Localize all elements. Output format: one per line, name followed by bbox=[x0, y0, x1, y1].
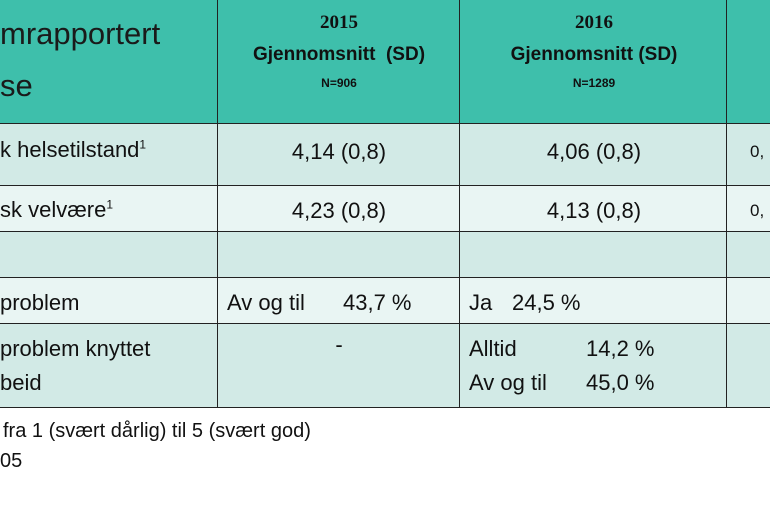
header-cell bbox=[0, 0, 219, 125]
cell-value: 4,06 (0,8) bbox=[546, 139, 642, 164]
table-cell bbox=[217, 123, 461, 187]
table-cell bbox=[0, 323, 219, 408]
header-text: se bbox=[0, 68, 33, 103]
footnote-mark: 1 bbox=[139, 137, 147, 152]
table-cell bbox=[217, 277, 461, 325]
column-label: Gjennomsnitt (SD) bbox=[252, 44, 426, 65]
table-cell bbox=[217, 323, 461, 408]
cell-text: Av og til bbox=[227, 290, 305, 315]
table-cell bbox=[726, 323, 770, 408]
table-cell bbox=[0, 277, 219, 325]
footnote: 05 bbox=[0, 450, 23, 472]
cell-value: 4,23 (0,8) bbox=[291, 198, 387, 223]
cell-value: 14,2 % bbox=[586, 336, 655, 361]
table-cell bbox=[0, 185, 219, 233]
cell-value: 4,13 (0,8) bbox=[546, 198, 642, 223]
cell-value: 4,14 (0,8) bbox=[291, 139, 387, 164]
column-year: 2015 bbox=[320, 12, 358, 33]
table-cell bbox=[0, 231, 219, 279]
table-cell bbox=[726, 277, 770, 325]
row-label: k helsetilstand1 bbox=[0, 137, 146, 163]
header-cell bbox=[726, 0, 770, 125]
footnote: fra 1 (svært dårlig) til 5 (svært god) bbox=[3, 420, 311, 442]
table-cell bbox=[217, 231, 461, 279]
cell-value: 43,7 % bbox=[343, 290, 412, 315]
table-cell bbox=[459, 185, 728, 233]
cell-text: Av og til bbox=[469, 370, 547, 395]
cell-text: Alltid bbox=[469, 336, 517, 361]
cell-value: - bbox=[335, 332, 343, 357]
column-label: Gjennomsnitt (SD) bbox=[510, 44, 678, 65]
row-label-text: k helsetilstand bbox=[0, 137, 140, 162]
cell-value: 0, bbox=[750, 142, 765, 161]
footnote-mark: 1 bbox=[106, 197, 114, 212]
table-cell bbox=[726, 231, 770, 279]
table-cell bbox=[459, 323, 728, 408]
table-cell bbox=[0, 123, 219, 187]
table-cell bbox=[459, 231, 728, 279]
table-cell bbox=[217, 185, 461, 233]
cell-value: 45,0 % bbox=[586, 370, 655, 395]
table-cell bbox=[459, 123, 728, 187]
cell-value: 24,5 % bbox=[512, 290, 581, 315]
column-n: N=906 bbox=[321, 76, 357, 90]
header-cell bbox=[217, 0, 461, 125]
row-label: beid bbox=[0, 370, 42, 395]
row-label: sk velvære1 bbox=[0, 197, 113, 223]
row-label: problem bbox=[0, 290, 80, 315]
cell-text: Ja bbox=[469, 290, 493, 315]
table-cell bbox=[459, 277, 728, 325]
row-label: problem knyttet bbox=[0, 336, 151, 361]
table-cell bbox=[726, 123, 770, 187]
column-n: N=1289 bbox=[572, 76, 616, 90]
column-year: 2016 bbox=[575, 12, 613, 33]
header-text: mrapportert bbox=[0, 16, 161, 51]
cell-value: 0, bbox=[750, 201, 765, 220]
row-label-text: sk velvære bbox=[0, 197, 107, 222]
